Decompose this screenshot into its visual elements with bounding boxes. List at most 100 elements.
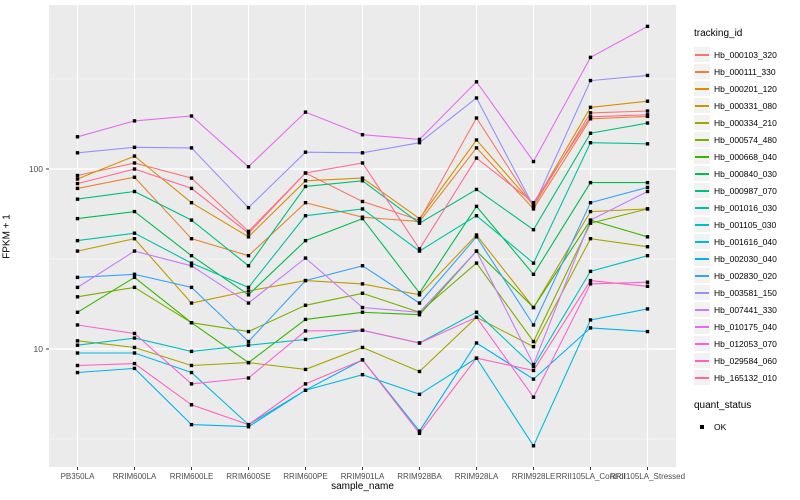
data-point <box>417 137 422 142</box>
line-chart-panel: 10 100 PB350LA RRIM600LA RRIM600LE RRIM600SE R… <box>29 5 685 481</box>
data-point <box>189 349 194 354</box>
x-tick-label: RRIM928BA <box>397 472 442 481</box>
data-point <box>303 200 308 205</box>
data-point <box>360 207 365 211</box>
data-point <box>360 282 365 286</box>
data-point <box>189 146 194 150</box>
legend-item-Hb_000668_040: Hb_000668_040 <box>694 148 800 165</box>
data-point <box>588 318 593 322</box>
data-point <box>246 229 251 234</box>
data-point <box>531 323 536 327</box>
data-point <box>645 235 650 239</box>
data-point <box>531 377 536 381</box>
data-point <box>246 301 251 305</box>
data-point <box>474 187 479 192</box>
data-point <box>75 339 80 343</box>
data-point <box>588 200 593 205</box>
data-point <box>645 280 650 284</box>
data-point <box>417 140 422 145</box>
data-point <box>588 278 593 283</box>
data-point <box>474 233 479 237</box>
legend-key-swatch <box>694 251 710 266</box>
data-point <box>645 121 650 125</box>
data-point <box>132 366 137 371</box>
data-point <box>588 236 593 241</box>
data-point <box>132 331 137 336</box>
data-point <box>189 261 194 265</box>
data-point <box>474 214 479 218</box>
legend-item-label: Hb_000201_120 <box>714 83 777 94</box>
data-point <box>132 351 137 355</box>
data-point <box>132 161 137 165</box>
legend-item-label: Hb_000987_070 <box>714 185 777 196</box>
data-point <box>132 345 137 350</box>
data-point <box>531 305 536 310</box>
legend-item-label: Hb_003581_150 <box>714 287 777 298</box>
legend-item-label: Hb_000331_080 <box>714 100 777 111</box>
legend-quant-status: quant_status OK <box>694 400 800 435</box>
data-point <box>303 150 308 154</box>
data-point <box>645 185 650 190</box>
data-point <box>417 392 422 397</box>
legend-key-swatch <box>694 234 710 249</box>
x-tick-label: RRIM928LE <box>512 472 556 481</box>
data-point <box>246 164 251 169</box>
data-point <box>189 200 194 205</box>
data-point <box>75 363 80 368</box>
data-point <box>645 24 650 29</box>
legend-item-label: Hb_165132_010 <box>714 372 777 383</box>
data-point <box>75 249 80 253</box>
data-point <box>588 117 593 121</box>
data-point <box>531 339 536 344</box>
data-point <box>132 189 137 194</box>
data-point <box>303 238 308 243</box>
data-point <box>360 216 365 221</box>
legend-key-line <box>695 326 709 328</box>
legend-key-line <box>695 275 709 277</box>
legend-key-line <box>695 207 709 209</box>
data-point <box>132 154 137 158</box>
data-point <box>75 351 80 355</box>
data-point <box>246 339 251 344</box>
data-point <box>75 177 80 181</box>
data-point <box>75 186 80 191</box>
data-point <box>75 181 80 186</box>
legend-item-label: OK <box>714 421 727 432</box>
legend-key-line <box>695 190 709 192</box>
legend-key-swatch <box>694 81 710 96</box>
data-point <box>360 372 365 377</box>
data-point <box>360 161 365 165</box>
legend-key-swatch <box>694 115 710 130</box>
data-point <box>189 186 194 191</box>
legend-key-line <box>695 258 709 260</box>
data-point <box>360 264 365 268</box>
data-point <box>360 176 365 180</box>
legend-item-label: Hb_010175_040 <box>714 321 777 332</box>
y-tick-label: 100 <box>29 164 43 174</box>
data-point <box>588 221 593 225</box>
data-point <box>360 133 365 137</box>
data-point <box>474 156 479 160</box>
x-tick-label: RRII105LA_Stressed <box>610 472 685 481</box>
data-point <box>132 272 137 277</box>
legend-key-line <box>695 360 709 362</box>
data-point <box>588 111 593 115</box>
data-point <box>474 146 479 150</box>
legend-item-Hb_000331_080: Hb_000331_080 <box>694 97 800 114</box>
data-point <box>303 179 308 183</box>
data-point <box>417 313 422 317</box>
data-point <box>303 256 308 260</box>
data-point <box>531 344 536 349</box>
legend-key-line <box>695 54 709 56</box>
legend2-items: OK <box>694 418 800 435</box>
legend-key-swatch <box>694 64 710 79</box>
data-point <box>417 310 422 314</box>
legend-item-Hb_000574_480: Hb_000574_480 <box>694 131 800 148</box>
y-tick-label: 10 <box>34 344 44 354</box>
legend-item-label: Hb_000111_330 <box>714 66 776 77</box>
legend-item-label: Hb_000103_320 <box>714 49 777 60</box>
legend-key-line <box>695 156 709 158</box>
data-point <box>360 151 365 155</box>
data-point <box>645 113 650 117</box>
data-point <box>360 358 365 362</box>
